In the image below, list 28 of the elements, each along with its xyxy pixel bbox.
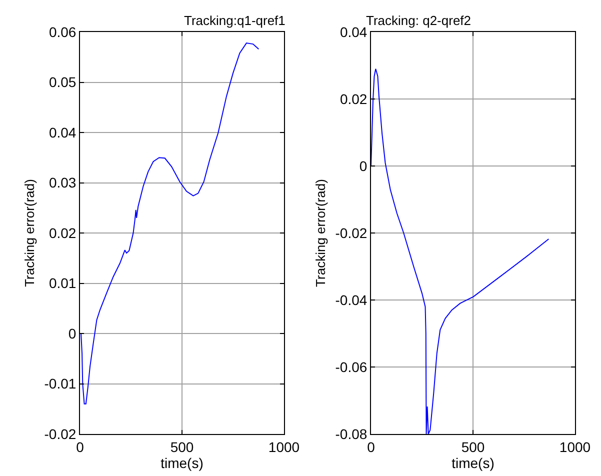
y-tick-label: 0.04	[48, 124, 76, 140]
line-series	[371, 68, 550, 434]
y-tick-label: 0.02	[340, 90, 368, 107]
y-axis-title: Tracking error(rad)	[313, 179, 328, 287]
x-tick-label: 1000	[268, 438, 300, 455]
line-series	[80, 42, 260, 404]
y-tick-label: -0.02	[335, 224, 368, 241]
y-tick-label: 0.03	[48, 174, 76, 191]
y-tick-label: 0.05	[48, 74, 76, 90]
y-tick-label: 0	[68, 325, 76, 342]
y-tick-label: 0.06	[48, 24, 76, 40]
y-tick-label: 0.02	[48, 224, 76, 241]
x-tick-label: 500	[461, 438, 485, 455]
chart-title: Tracking:q1-qref1	[184, 13, 286, 28]
y-tick-label: -0.08	[335, 426, 368, 442]
y-tick-label: 0	[359, 158, 368, 174]
x-axis-title: time(s)	[452, 454, 494, 471]
y-tick-label: -0.01	[44, 376, 76, 392]
y-axis-title: Tracking error(rad)	[22, 179, 38, 287]
y-tick-label: 0.04	[340, 24, 368, 40]
x-tick-label: 500	[170, 438, 194, 455]
y-tick-label: -0.04	[335, 292, 368, 308]
x-axis-title: time(s)	[160, 454, 204, 471]
y-tick-label: -0.06	[335, 358, 368, 375]
x-tick-label: 1000	[559, 438, 591, 455]
chart-title: Tracking: q2-qref2	[366, 13, 472, 28]
y-tick-label: 0.01	[48, 275, 76, 292]
y-tick-label: -0.02	[44, 426, 76, 442]
